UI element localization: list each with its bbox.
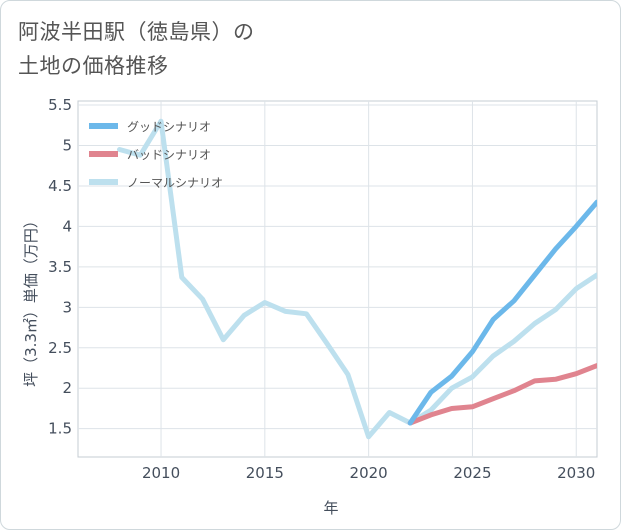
y-tick-label: 4 <box>62 217 72 235</box>
tick-labels: 1.5 2 2.5 3 3.5 4 4.5 5 5.5 2010 2015 2020 2025 2030 <box>48 96 595 482</box>
series-lines <box>117 118 597 440</box>
x-axis-title: 年 <box>323 499 338 517</box>
series-line-1 <box>407 363 597 426</box>
x-tick-label: 2010 <box>142 464 180 482</box>
y-tick-label: 3.5 <box>48 258 72 276</box>
chart-title: 阿波半田駅（徳島県）の 土地の価格推移 <box>18 15 255 83</box>
legend-label-1: バッドシナリオ <box>127 148 211 162</box>
y-tick-label: 2.5 <box>48 339 72 357</box>
y-tick-label: 5.5 <box>48 96 72 114</box>
series-line-0 <box>407 199 597 426</box>
y-tick-label: 5 <box>62 137 72 155</box>
legend-label-2: ノーマルシナリオ <box>127 176 223 190</box>
y-tick-label: 2 <box>62 379 72 397</box>
x-tick-label: 2015 <box>246 464 284 482</box>
y-tick-label: 3 <box>62 298 72 316</box>
y-axis-title: 坪（3.3㎡）単価（万円） <box>22 213 40 387</box>
x-tick-label: 2030 <box>557 464 595 482</box>
chart-title-line2: 土地の価格推移 <box>18 54 169 78</box>
y-tick-label: 1.5 <box>48 420 72 438</box>
y-tick-label: 4.5 <box>48 177 72 195</box>
x-tick-label: 2020 <box>350 464 388 482</box>
chart-title-line1: 阿波半田駅（徳島県）の <box>18 20 255 44</box>
x-tick-label: 2025 <box>453 464 491 482</box>
series-line-2 <box>117 118 597 440</box>
legend-label-0: グッドシナリオ <box>127 120 211 134</box>
